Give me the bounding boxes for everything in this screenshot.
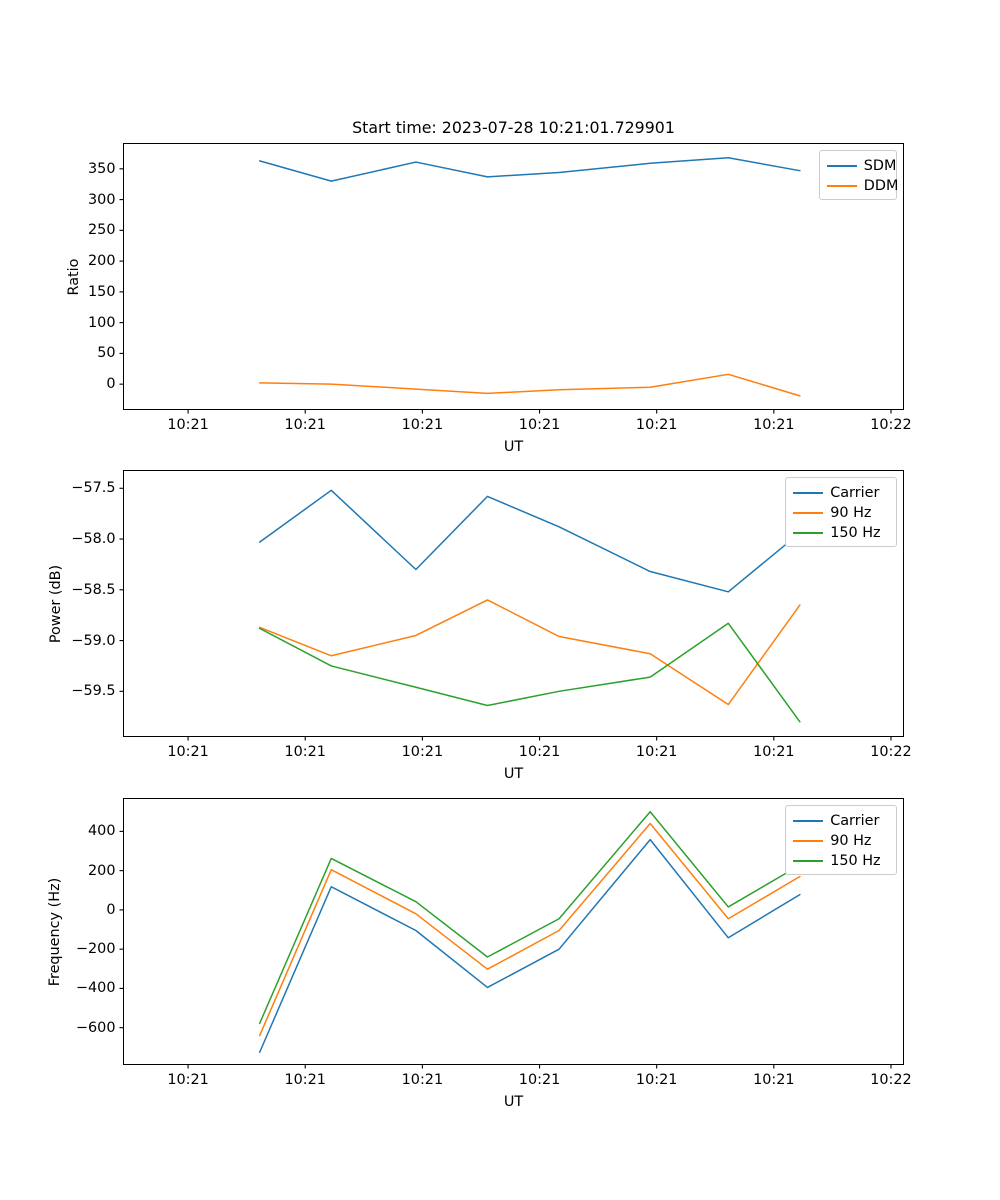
x-axis-label: UT	[503, 1093, 524, 1110]
x-tick-label: 10:21	[284, 1071, 326, 1088]
axes-frame	[123, 143, 904, 410]
x-tick-label: 10:21	[401, 743, 444, 760]
legend-color-swatch	[826, 165, 857, 167]
y-tick-label: −58.5	[71, 581, 116, 598]
legend-item[interactable]: SDM	[826, 156, 896, 176]
y-tick-label: 350	[88, 160, 116, 177]
series-line-150-hz	[258, 810, 801, 1025]
legend-color-swatch	[793, 492, 824, 494]
y-tick-label: 250	[88, 222, 116, 239]
legend-label: Carrier	[830, 485, 880, 501]
x-tick-label: 10:22	[870, 743, 912, 760]
legend-color-swatch	[793, 860, 824, 862]
series-line-90-hz	[258, 822, 801, 1037]
legend-label: 90 Hz	[830, 833, 872, 849]
chart-title: Start time: 2023-07-28 10:21:01.729901	[352, 118, 675, 137]
x-tick-label: 10:21	[635, 1071, 678, 1088]
legend-label: 150 Hz	[830, 853, 881, 869]
legend[interactable]: Carrier 90 Hz 150 Hz	[785, 477, 897, 547]
y-tick-label: 50	[97, 345, 116, 362]
series-line-sdm	[258, 157, 801, 182]
x-tick-label: 10:22	[870, 416, 912, 433]
series-line-90-hz	[258, 599, 801, 706]
y-tick-label: 100	[88, 314, 116, 331]
legend-color-swatch	[793, 532, 824, 534]
series-line-carrier	[258, 489, 801, 593]
legend-item[interactable]: 90 Hz	[793, 503, 889, 523]
legend-color-swatch	[793, 512, 824, 514]
y-tick-label: −59.5	[71, 683, 116, 700]
x-tick-label: 10:21	[753, 416, 795, 433]
y-tick-label: 0	[106, 901, 116, 918]
legend-color-swatch	[793, 840, 824, 842]
legend-item[interactable]: 90 Hz	[793, 831, 889, 851]
x-tick-label: 10:21	[753, 1071, 795, 1088]
y-tick-label: 300	[88, 191, 116, 208]
x-tick-label: 10:21	[401, 1071, 444, 1088]
legend[interactable]: SDM DDM	[818, 150, 898, 200]
legend-item[interactable]: Carrier	[793, 483, 889, 503]
y-tick-label: −400	[75, 980, 116, 997]
y-tick-label: 0	[106, 376, 116, 393]
legend-label: Carrier	[830, 813, 880, 829]
x-tick-label: 10:21	[284, 743, 326, 760]
x-tick-label: 10:21	[167, 743, 209, 760]
x-tick-label: 10:21	[401, 416, 444, 433]
y-tick-label: −58.0	[71, 531, 116, 548]
x-tick-label: 10:21	[753, 743, 795, 760]
y-tick-label: −600	[75, 1019, 116, 1036]
legend-label: 90 Hz	[830, 505, 872, 521]
series-line-150-hz	[258, 622, 801, 723]
y-axis-label: Frequency (Hz)	[47, 877, 63, 986]
x-axis-label: UT	[503, 438, 524, 455]
series-line-carrier	[258, 838, 801, 1053]
legend-color-swatch	[826, 185, 857, 187]
legend-label: DDM	[863, 178, 899, 194]
axes-frame	[123, 798, 904, 1065]
y-tick-label: −200	[75, 941, 116, 958]
x-axis-label: UT	[503, 765, 524, 782]
y-tick-label: −57.5	[71, 480, 116, 497]
legend-item[interactable]: 150 Hz	[793, 851, 889, 871]
x-tick-label: 10:21	[635, 743, 678, 760]
legend-item[interactable]: 150 Hz	[793, 523, 889, 543]
x-tick-label: 10:21	[167, 1071, 209, 1088]
series-line-ddm	[258, 373, 801, 397]
legend[interactable]: Carrier 90 Hz 150 Hz	[785, 805, 897, 875]
x-tick-label: 10:22	[870, 1071, 912, 1088]
x-tick-label: 10:21	[284, 416, 326, 433]
legend-color-swatch	[793, 820, 824, 822]
x-tick-label: 10:21	[518, 743, 561, 760]
legend-item[interactable]: Carrier	[793, 811, 889, 831]
legend-item[interactable]: DDM	[826, 176, 898, 196]
y-tick-label: 400	[88, 823, 116, 840]
legend-label: 150 Hz	[830, 525, 881, 541]
y-tick-label: 200	[88, 253, 116, 270]
y-tick-label: 150	[88, 283, 116, 300]
y-tick-label: −59.0	[71, 632, 116, 649]
x-tick-label: 10:21	[635, 416, 678, 433]
x-tick-label: 10:21	[518, 416, 561, 433]
axes-frame	[123, 470, 904, 737]
x-tick-label: 10:21	[167, 416, 209, 433]
x-tick-label: 10:21	[518, 1071, 561, 1088]
y-tick-label: 200	[88, 862, 116, 879]
legend-label: SDM	[863, 158, 897, 174]
